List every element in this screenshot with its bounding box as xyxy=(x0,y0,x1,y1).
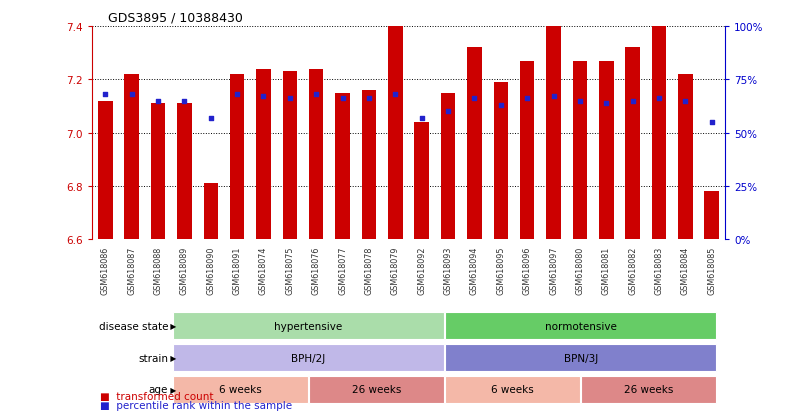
Text: age: age xyxy=(149,385,168,394)
Text: ▶: ▶ xyxy=(168,353,176,362)
Bar xyxy=(309,69,324,240)
Point xyxy=(468,96,481,102)
Text: BPN/3J: BPN/3J xyxy=(564,353,598,363)
Text: ▶: ▶ xyxy=(168,321,176,330)
Bar xyxy=(599,62,614,240)
Point xyxy=(626,98,639,104)
Text: normotensive: normotensive xyxy=(545,321,617,331)
Bar xyxy=(414,123,429,240)
Point xyxy=(178,98,191,104)
Point xyxy=(151,98,164,104)
Point xyxy=(494,102,507,109)
Text: GDS3895 / 10388430: GDS3895 / 10388430 xyxy=(108,12,243,25)
Bar xyxy=(445,376,580,403)
Text: hypertensive: hypertensive xyxy=(274,321,343,331)
Point xyxy=(415,115,428,121)
Point xyxy=(310,92,323,98)
Point xyxy=(547,94,560,100)
Point xyxy=(600,100,613,107)
Text: 26 weeks: 26 weeks xyxy=(352,385,401,394)
Point xyxy=(521,96,533,102)
Text: ■  transformed count: ■ transformed count xyxy=(100,391,214,401)
Bar xyxy=(173,344,444,371)
Bar xyxy=(573,62,587,240)
Bar xyxy=(388,27,403,240)
Text: strain: strain xyxy=(139,353,168,363)
Point xyxy=(257,94,270,100)
Text: BPH/2J: BPH/2J xyxy=(292,353,325,363)
Bar xyxy=(98,101,113,240)
Bar xyxy=(173,376,308,403)
Bar xyxy=(520,62,534,240)
Bar xyxy=(283,72,297,240)
Point xyxy=(284,96,296,102)
Point xyxy=(99,92,111,98)
Point xyxy=(204,115,217,121)
Bar xyxy=(546,27,561,240)
Point xyxy=(574,98,586,104)
Bar xyxy=(467,48,481,240)
Text: 26 weeks: 26 weeks xyxy=(624,385,674,394)
Point xyxy=(125,92,138,98)
Bar xyxy=(177,104,191,240)
Bar xyxy=(173,312,444,339)
Bar xyxy=(678,75,693,240)
Bar xyxy=(309,376,444,403)
Point xyxy=(231,92,244,98)
Text: disease state: disease state xyxy=(99,321,168,331)
Bar xyxy=(203,184,218,240)
Point xyxy=(389,92,402,98)
Point xyxy=(441,109,454,115)
Point xyxy=(363,96,376,102)
Point xyxy=(653,96,666,102)
Text: ▶: ▶ xyxy=(168,385,176,394)
Bar xyxy=(124,75,139,240)
Bar xyxy=(336,93,350,240)
Bar xyxy=(704,192,719,240)
Bar xyxy=(445,344,716,371)
Point xyxy=(706,119,718,126)
Bar xyxy=(582,376,716,403)
Bar xyxy=(441,93,455,240)
Point xyxy=(336,96,349,102)
Bar xyxy=(230,75,244,240)
Text: 6 weeks: 6 weeks xyxy=(219,385,262,394)
Bar xyxy=(626,48,640,240)
Text: 6 weeks: 6 weeks xyxy=(491,385,534,394)
Bar xyxy=(151,104,165,240)
Bar xyxy=(445,312,716,339)
Bar xyxy=(362,91,376,240)
Text: ■  percentile rank within the sample: ■ percentile rank within the sample xyxy=(100,400,292,410)
Point xyxy=(679,98,692,104)
Bar xyxy=(256,69,271,240)
Bar xyxy=(652,27,666,240)
Bar xyxy=(493,83,508,240)
